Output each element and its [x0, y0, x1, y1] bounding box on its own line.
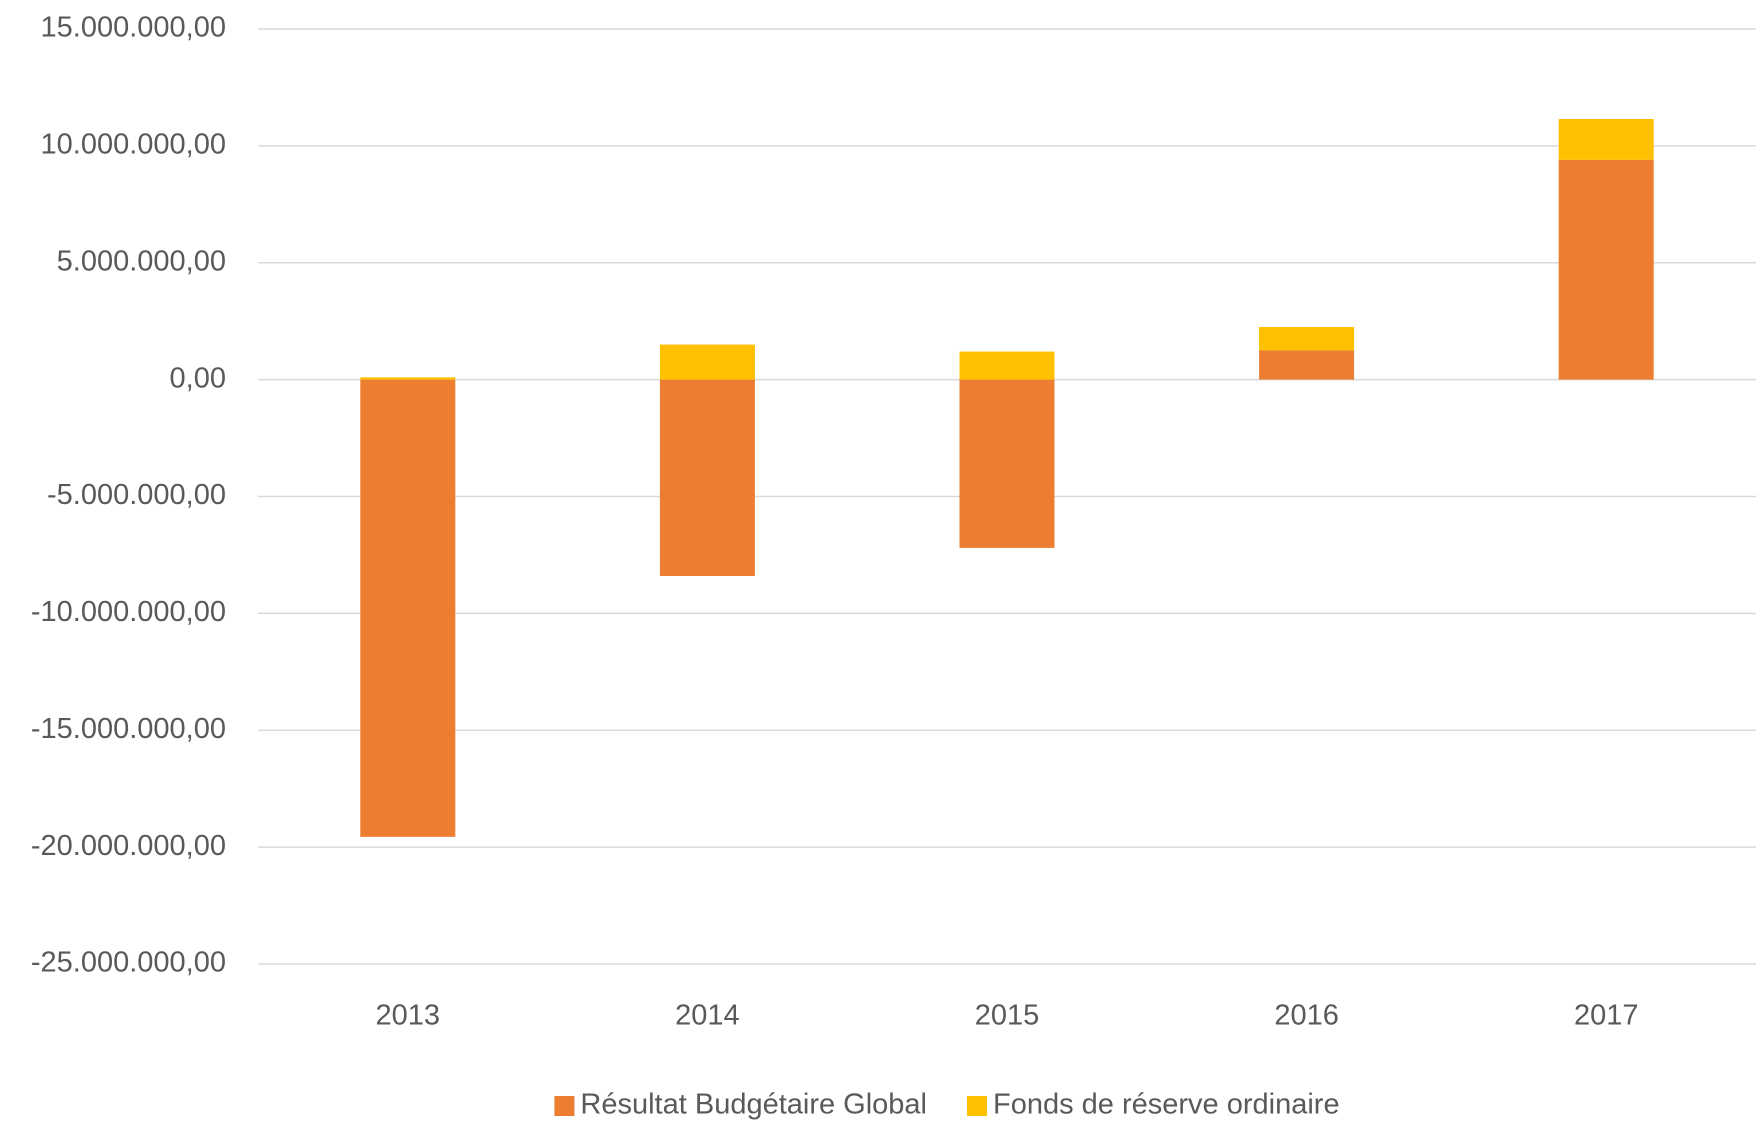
x-tick-label: 2015 [975, 1000, 1040, 1032]
y-tick-label: -5.000.000,00 [47, 479, 226, 511]
legend-label: Résultat Budgétaire Global [580, 1089, 927, 1121]
y-tick-label: 15.000.000,00 [41, 12, 226, 44]
bar [1259, 327, 1355, 351]
y-tick-label: 10.000.000,00 [41, 129, 226, 161]
x-tick-label: 2013 [376, 1000, 441, 1032]
y-tick-label: 0,00 [170, 362, 226, 394]
y-tick-label: -25.000.000,00 [31, 947, 226, 979]
y-tick-label: -10.000.000,00 [31, 596, 226, 628]
x-tick-label: 2016 [1274, 1000, 1339, 1032]
bar [959, 351, 1055, 380]
bar [1558, 118, 1654, 160]
bar [1558, 159, 1654, 380]
x-tick-label: 2014 [675, 1000, 740, 1032]
legend-label: Fonds de réserve ordinaire [993, 1089, 1340, 1121]
bar [360, 377, 456, 380]
y-tick-label: -20.000.000,00 [31, 830, 226, 862]
y-tick-label: 5.000.000,00 [57, 245, 226, 277]
bar [659, 379, 755, 576]
bar [659, 344, 755, 380]
y-tick-label: -15.000.000,00 [31, 713, 226, 745]
legend-swatch [967, 1096, 988, 1116]
legend-swatch [554, 1096, 575, 1116]
bar [1259, 350, 1355, 380]
bar [360, 379, 456, 837]
x-tick-label: 2017 [1574, 1000, 1639, 1032]
bar [959, 379, 1055, 548]
